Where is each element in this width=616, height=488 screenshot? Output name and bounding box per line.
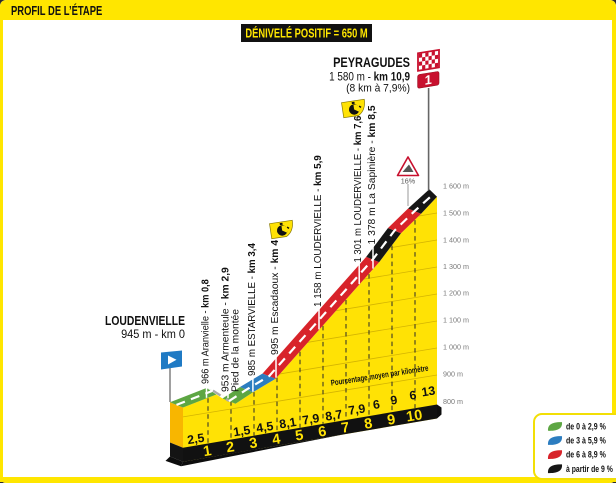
svg-text:1 600 m: 1 600 m: [443, 182, 469, 191]
svg-text:945 m - km 0: 945 m - km 0: [121, 329, 185, 341]
svg-text:2,5: 2,5: [186, 431, 205, 448]
svg-text:de 3 à 5,9 %: de 3 à 5,9 %: [566, 436, 606, 446]
svg-text:1,5: 1,5: [232, 423, 251, 440]
svg-text:13: 13: [421, 383, 437, 399]
svg-text:8: 8: [363, 416, 373, 433]
svg-text:4,5: 4,5: [255, 419, 274, 436]
svg-text:16%: 16%: [401, 177, 416, 186]
svg-text:1 000 m: 1 000 m: [443, 343, 469, 352]
svg-text:900 m: 900 m: [443, 370, 463, 379]
svg-text:6: 6: [408, 388, 417, 403]
svg-text:966 m Aranvielle - km 0,8: 966 m Aranvielle - km 0,8: [200, 279, 212, 384]
svg-text:985 m ESTARVIELLE - km 3,4: 985 m ESTARVIELLE - km 3,4: [247, 243, 258, 376]
svg-text:de 6 à 8,9 %: de 6 à 8,9 %: [566, 450, 606, 460]
svg-text:9: 9: [386, 412, 396, 429]
svg-text:1 200 m: 1 200 m: [443, 289, 469, 298]
svg-text:4: 4: [271, 431, 281, 448]
svg-text:1 400 m: 1 400 m: [443, 236, 469, 245]
svg-text:2: 2: [225, 439, 235, 456]
svg-text:(8 km à 7,9%): (8 km à 7,9%): [346, 82, 410, 95]
svg-text:de 0 à 2,9 %: de 0 à 2,9 %: [566, 422, 606, 432]
svg-text:7: 7: [340, 420, 350, 437]
svg-text:8,1: 8,1: [278, 415, 297, 432]
svg-text:1: 1: [202, 443, 212, 460]
svg-text:1 301 m LOUDERVIELLE - km 7,6: 1 301 m LOUDERVIELLE - km 7,6: [353, 115, 364, 262]
svg-text:DÉNIVELÉ POSITIF = 650 M: DÉNIVELÉ POSITIF = 650 M: [245, 26, 367, 41]
svg-text:1 300 m: 1 300 m: [443, 262, 469, 271]
svg-text:Pied de la montée: Pied de la montée: [231, 309, 242, 392]
svg-text:1 500 m: 1 500 m: [443, 209, 469, 218]
svg-text:6: 6: [372, 397, 381, 412]
svg-text:PROFIL DE L’ÉTAPE: PROFIL DE L’ÉTAPE: [11, 4, 102, 19]
svg-text:6: 6: [317, 424, 327, 441]
svg-text:8,7: 8,7: [324, 407, 343, 424]
svg-text:3: 3: [248, 435, 258, 452]
svg-text:à partir de 9 %: à partir de 9 %: [566, 464, 613, 474]
svg-text:5: 5: [294, 428, 304, 445]
svg-text:800 m: 800 m: [443, 397, 463, 406]
svg-text:1: 1: [425, 72, 432, 88]
svg-text:1 100 m: 1 100 m: [443, 316, 469, 325]
svg-text:9: 9: [389, 393, 398, 408]
svg-text:1 158 m LOUDERVIELLE - km 5,9: 1 158 m LOUDERVIELLE - km 5,9: [313, 155, 324, 307]
svg-text:953 m Armenteule - km 2,9: 953 m Armenteule - km 2,9: [221, 267, 232, 392]
svg-text:7,9: 7,9: [347, 401, 366, 418]
svg-text:PEYRAGUDES: PEYRAGUDES: [333, 55, 410, 70]
svg-text:10: 10: [405, 407, 423, 425]
svg-text:1 378 m La Sapinière - km 8,5: 1 378 m La Sapinière - km 8,5: [367, 105, 378, 244]
svg-text:995 m Escadaoux - km 4: 995 m Escadaoux - km 4: [270, 240, 281, 355]
svg-text:1 580 m - km 10,9: 1 580 m - km 10,9: [329, 71, 410, 84]
svg-text:LOUDENVIELLE: LOUDENVIELLE: [105, 314, 185, 328]
svg-text:7,9: 7,9: [301, 411, 320, 428]
